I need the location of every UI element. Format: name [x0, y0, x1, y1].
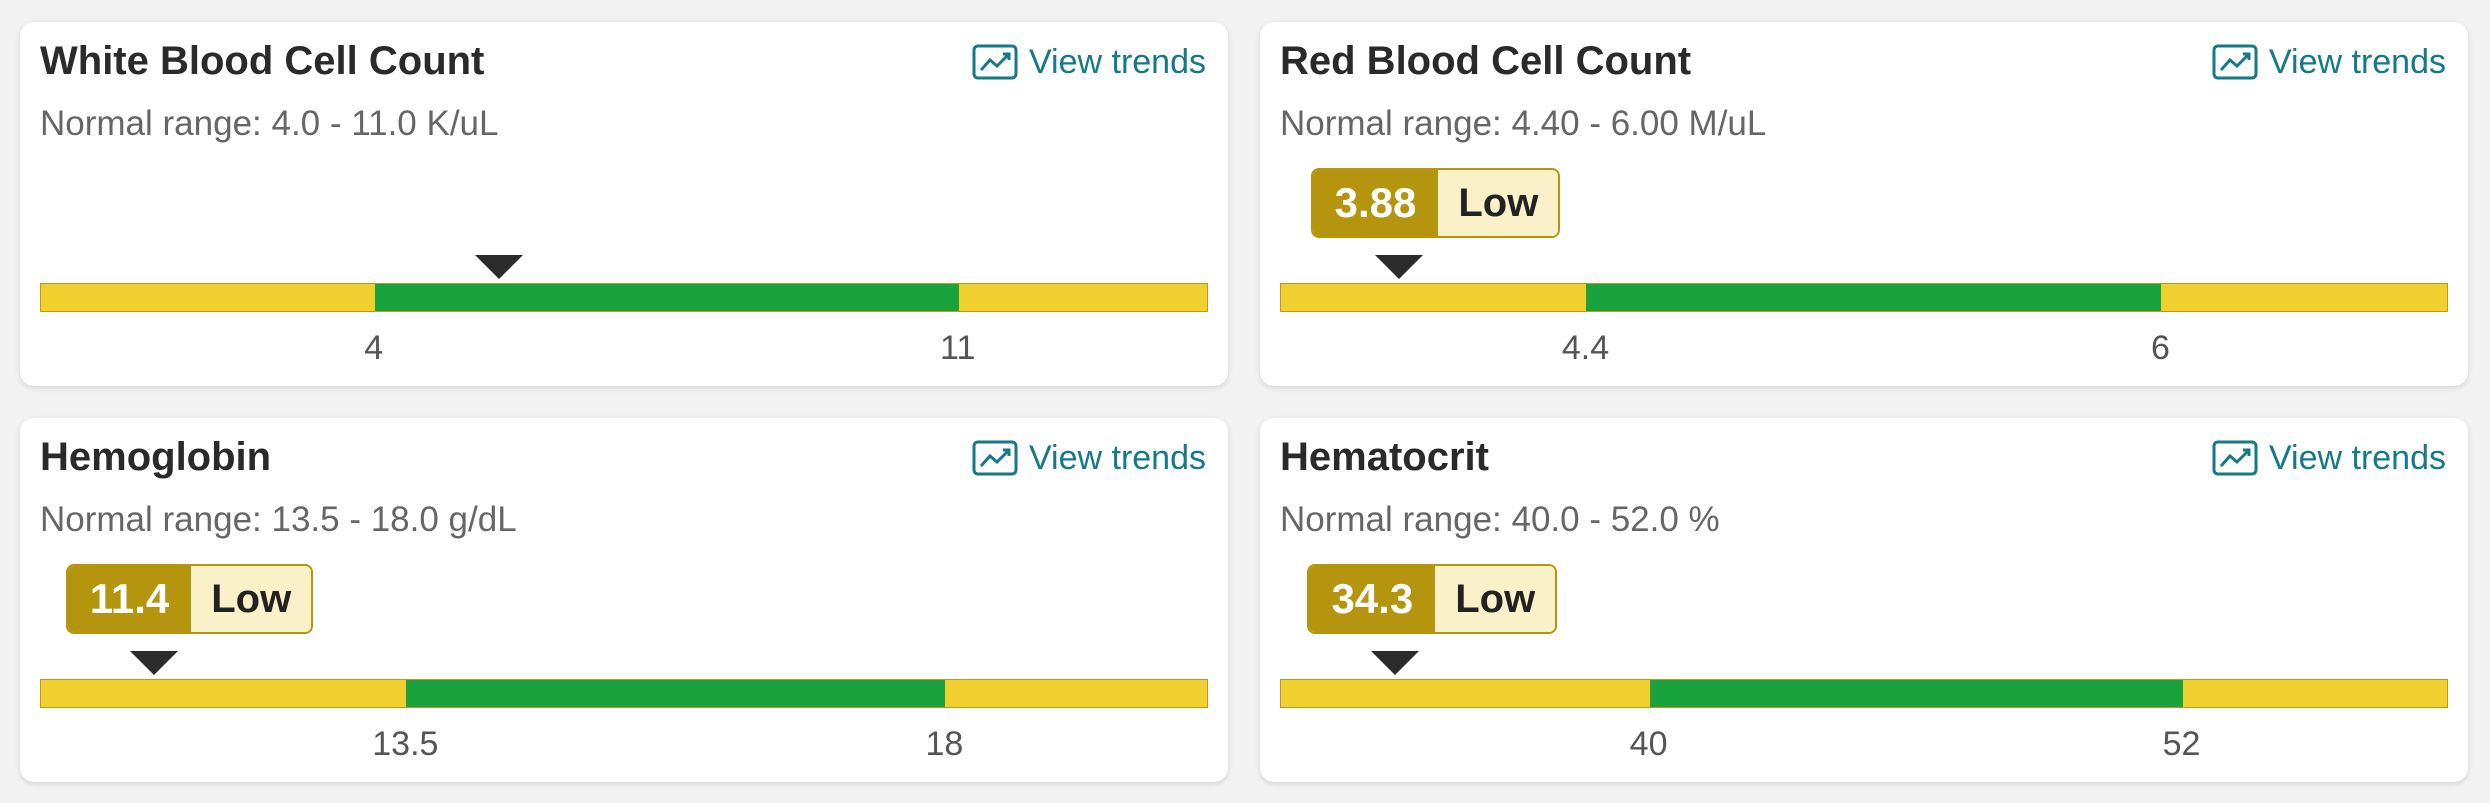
result-value: 11.4 — [67, 566, 192, 632]
high-limit-tick: 18 — [925, 725, 964, 763]
value-badge: 11.4 Low — [65, 564, 314, 634]
high-limit-tick: 52 — [2162, 725, 2201, 763]
view-trends-label: View trends — [1028, 439, 1206, 477]
normal-zone — [1649, 680, 2183, 707]
lab-card-hematocrit: Hematocrit View trends Normal range: 40.… — [1260, 418, 2468, 782]
normal-zone — [1586, 284, 2162, 311]
lab-card-hemoglobin: Hemoglobin View trends Normal range: 13.… — [20, 418, 1228, 782]
range-bar — [40, 283, 1208, 312]
lab-card-rbc: Red Blood Cell Count View trends Normal … — [1260, 22, 2468, 386]
lab-title: White Blood Cell Count — [40, 39, 485, 83]
low-limit-tick: 4.4 — [1561, 329, 1610, 367]
value-badge: 3.88 Low — [1310, 168, 1561, 238]
result-value: 5.5 — [469, 179, 529, 226]
status-flag: Low — [1435, 566, 1556, 632]
value-pointer-icon — [129, 651, 178, 675]
normal-range-text: Normal range: 4.40 - 6.00 M/uL — [1280, 104, 1767, 143]
view-trends-link[interactable]: View trends — [971, 42, 1206, 82]
low-limit-tick: 13.5 — [372, 725, 439, 763]
normal-range-text: Normal range: 4.0 - 11.0 K/uL — [40, 104, 499, 143]
high-limit-tick: 11 — [940, 329, 976, 367]
result-value: 34.3 — [1309, 566, 1436, 632]
value-pointer-icon — [1374, 255, 1423, 279]
high-limit-tick: 6 — [2151, 329, 2170, 367]
range-bar — [40, 679, 1208, 708]
value-badge: 5.5 — [448, 168, 550, 238]
line-chart-icon — [972, 440, 1018, 476]
lab-title: Red Blood Cell Count — [1280, 39, 1692, 83]
status-flag: Low — [1438, 170, 1559, 236]
result-value: 3.88 — [1312, 170, 1439, 236]
lab-card-wbc: White Blood Cell Count View trends Norma… — [20, 22, 1228, 386]
value-pointer-icon — [474, 255, 523, 279]
line-chart-icon — [972, 44, 1018, 80]
line-chart-icon — [2212, 44, 2258, 80]
range-bar — [1280, 283, 2448, 312]
lab-results-grid: White Blood Cell Count View trends Norma… — [20, 22, 2468, 782]
view-trends-label: View trends — [1028, 43, 1206, 81]
normal-zone — [374, 284, 959, 311]
normal-range-text: Normal range: 13.5 - 18.0 g/dL — [40, 500, 517, 539]
view-trends-label: View trends — [2268, 43, 2446, 81]
status-flag: Low — [191, 566, 312, 632]
range-bar — [1280, 679, 2448, 708]
line-chart-icon — [2212, 440, 2258, 476]
lab-title: Hematocrit — [1280, 435, 1489, 479]
view-trends-label: View trends — [2268, 439, 2446, 477]
low-limit-tick: 40 — [1629, 725, 1668, 763]
value-badge: 34.3 Low — [1307, 564, 1558, 634]
lab-title: Hemoglobin — [40, 435, 272, 479]
value-pointer-icon — [1371, 651, 1420, 675]
low-limit-tick: 4 — [364, 329, 384, 367]
view-trends-link[interactable]: View trends — [2211, 438, 2446, 478]
normal-range-text: Normal range: 40.0 - 52.0 % — [1280, 500, 1720, 539]
normal-zone — [406, 680, 946, 707]
view-trends-link[interactable]: View trends — [2211, 42, 2446, 82]
view-trends-link[interactable]: View trends — [971, 438, 1206, 478]
